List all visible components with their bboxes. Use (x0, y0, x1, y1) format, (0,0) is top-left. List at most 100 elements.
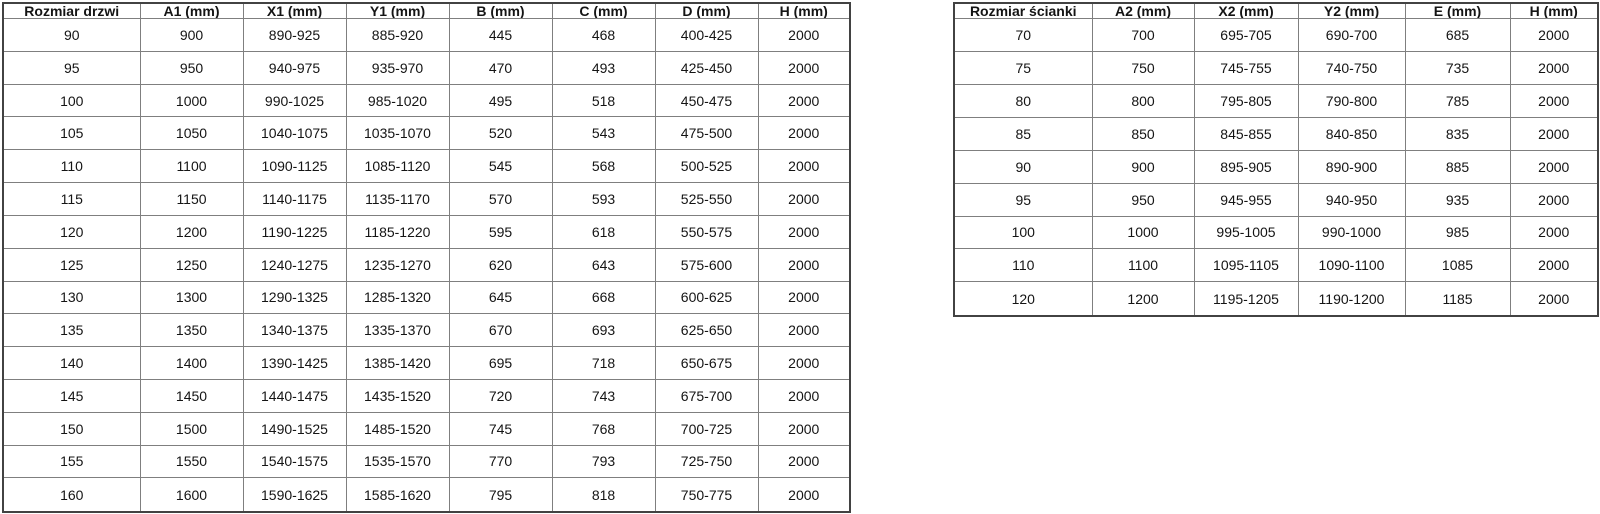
table-cell: 2000 (757, 280, 851, 315)
table-cell: 2000 (757, 182, 851, 216)
table-cell: 650-675 (654, 346, 759, 380)
table-row: 110 1100 1095-1105 1090-1100 1085 2000 (953, 248, 1599, 283)
table-cell: 750-775 (654, 477, 759, 513)
table-cell: 2000 (757, 313, 851, 348)
table-cell: 990-1000 (1297, 215, 1406, 250)
table-cell: 445 (448, 18, 553, 52)
table-cell: 850 (1091, 116, 1195, 151)
table-cell: 100 (953, 215, 1093, 250)
table-cell: 2000 (757, 116, 851, 151)
table-cell: 145 (2, 378, 141, 413)
table-cell: 1185-1220 (345, 214, 450, 249)
table-cell: 425-450 (654, 50, 759, 85)
table-cell: 670 (448, 313, 553, 348)
column-header: Rozmiar drzwi (2, 2, 141, 19)
table-cell: 1335-1370 (345, 313, 450, 348)
table-cell: 625-650 (654, 313, 759, 348)
door-table-header-row: Rozmiar drzwi A1 (mm) X1 (mm) Y1 (mm) B (mm)… (2, 2, 851, 19)
table-cell: 1100 (139, 149, 244, 184)
table-cell: 1000 (139, 83, 244, 118)
table-cell: 935-970 (345, 50, 450, 85)
table-cell: 1435-1520 (345, 378, 450, 413)
table-cell: 885 (1404, 149, 1511, 184)
table-cell: 2000 (757, 83, 851, 118)
table-cell: 1135-1170 (345, 182, 450, 216)
table-cell: 450-475 (654, 83, 759, 118)
table-cell: 493 (551, 50, 656, 85)
table-row: 125 1250 1240-1275 1235-1270 620 643 575-600 20… (2, 247, 851, 282)
table-cell: 95 (2, 50, 141, 85)
table-cell: 125 (2, 247, 141, 282)
table-cell: 160 (2, 477, 141, 513)
table-cell: 835 (1404, 116, 1511, 151)
table-cell: 940-950 (1297, 182, 1406, 217)
table-cell: 470 (448, 50, 553, 85)
table-cell: 618 (551, 214, 656, 249)
table-cell: 600-625 (654, 280, 759, 315)
table-cell: 818 (551, 477, 656, 513)
table-cell: 768 (551, 411, 656, 446)
table-cell: 1585-1620 (345, 477, 450, 513)
table-cell: 2000 (1509, 149, 1599, 184)
table-cell: 1050 (139, 116, 244, 151)
table-cell: 940-975 (242, 50, 347, 85)
column-header: A2 (mm) (1091, 2, 1195, 19)
table-cell: 115 (2, 182, 141, 216)
table-cell: 575-600 (654, 247, 759, 282)
table-cell: 2000 (1509, 83, 1599, 118)
table-cell: 1200 (1091, 281, 1195, 317)
table-cell: 1085 (1404, 248, 1511, 283)
column-header: X2 (mm) (1193, 2, 1299, 19)
table-cell: 568 (551, 149, 656, 184)
table-cell: 2000 (757, 50, 851, 85)
table-cell: 1240-1275 (242, 247, 347, 282)
table-cell: 1190-1200 (1297, 281, 1406, 317)
table-cell: 890-925 (242, 18, 347, 52)
column-header: X1 (mm) (242, 2, 347, 19)
table-cell: 525-550 (654, 182, 759, 216)
column-header: H (mm) (1509, 2, 1599, 19)
column-header: Rozmiar ścianki (953, 2, 1093, 19)
table-cell: 2000 (757, 444, 851, 479)
table-cell: 518 (551, 83, 656, 118)
table-cell: 1285-1320 (345, 280, 450, 315)
table-cell: 690-700 (1297, 18, 1406, 52)
table-cell: 593 (551, 182, 656, 216)
table-cell: 2000 (757, 214, 851, 249)
table-cell: 740-750 (1297, 50, 1406, 85)
table-row: 80 800 795-805 790-800 785 2000 (953, 83, 1599, 118)
table-cell: 745 (448, 411, 553, 446)
table-cell: 130 (2, 280, 141, 315)
column-header: D (mm) (654, 2, 759, 19)
table-cell: 945-955 (1193, 182, 1299, 217)
table-cell: 90 (953, 149, 1093, 184)
table-cell: 1540-1575 (242, 444, 347, 479)
table-cell: 645 (448, 280, 553, 315)
table-cell: 900 (1091, 149, 1195, 184)
table-cell: 1185 (1404, 281, 1511, 317)
table-cell: 725-750 (654, 444, 759, 479)
table-cell: 685 (1404, 18, 1511, 52)
column-header: B (mm) (448, 2, 553, 19)
table-cell: 1350 (139, 313, 244, 348)
column-header: Y2 (mm) (1297, 2, 1406, 19)
table-cell: 120 (2, 214, 141, 249)
table-cell: 1090-1125 (242, 149, 347, 184)
table-cell: 2000 (1509, 182, 1599, 217)
table-cell: 2000 (757, 477, 851, 513)
table-cell: 745-755 (1193, 50, 1299, 85)
table-cell: 790-800 (1297, 83, 1406, 118)
table-row: 75 750 745-755 740-750 735 2000 (953, 50, 1599, 85)
table-cell: 500-525 (654, 149, 759, 184)
table-cell: 743 (551, 378, 656, 413)
table-cell: 675-700 (654, 378, 759, 413)
table-cell: 110 (953, 248, 1093, 283)
table-row: 70 700 695-705 690-700 685 2000 (953, 18, 1599, 52)
table-cell: 80 (953, 83, 1093, 118)
table-cell: 668 (551, 280, 656, 315)
table-cell: 1600 (139, 477, 244, 513)
table-cell: 90 (2, 18, 141, 52)
table-cell: 1490-1525 (242, 411, 347, 446)
table-cell: 1140-1175 (242, 182, 347, 216)
